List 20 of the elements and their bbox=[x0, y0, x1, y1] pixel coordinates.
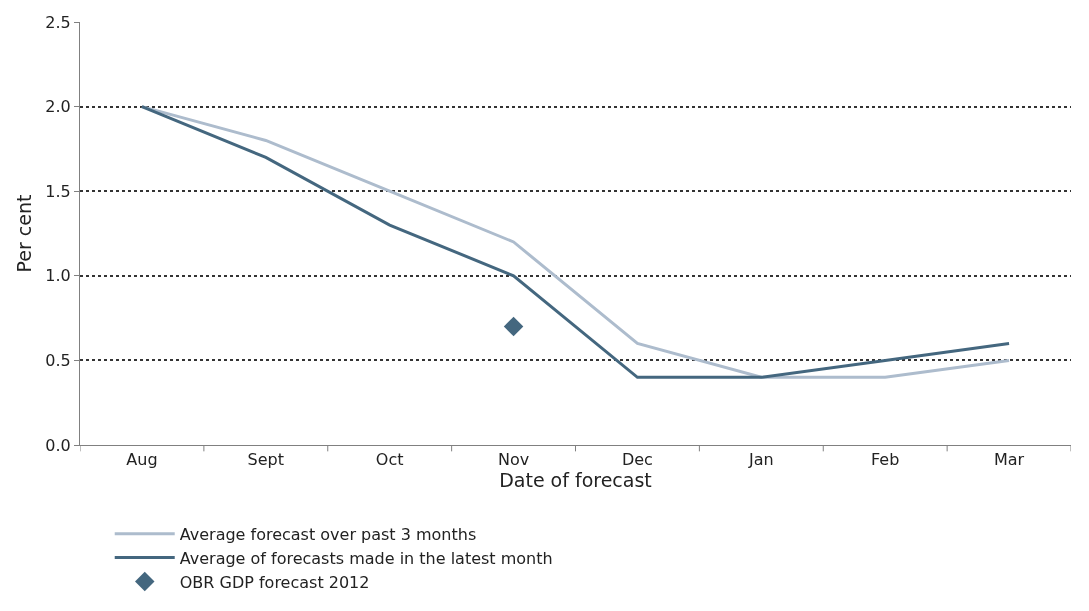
y-tick-label: 0.5 bbox=[45, 351, 71, 370]
legend-label: Average of forecasts made in the latest month bbox=[179, 548, 553, 568]
y-axis-title: Per cent bbox=[13, 194, 36, 273]
x-tick-label: Oct bbox=[375, 450, 404, 470]
x-tick-label: Mar bbox=[993, 450, 1025, 470]
legend-label: Average forecast over past 3 months bbox=[179, 525, 477, 545]
x-tick-label: Nov bbox=[497, 450, 530, 470]
x-tick-label: Jan bbox=[747, 450, 774, 470]
x-axis-title: Date of forecast bbox=[499, 469, 652, 492]
x-tick-label: Dec bbox=[621, 450, 653, 470]
line-series bbox=[140, 105, 1011, 379]
y-tick-label: 1.5 bbox=[45, 181, 71, 201]
x-tick-label: Feb bbox=[871, 450, 900, 470]
y-tick-label: 2.5 bbox=[45, 12, 71, 32]
y-tick-label: 1.0 bbox=[45, 266, 71, 286]
x-tick-label: Aug bbox=[126, 450, 158, 470]
x-tick-label: Sept bbox=[247, 450, 285, 470]
y-tick-label: 2.0 bbox=[45, 97, 71, 117]
legend-label: OBR GDP forecast 2012 bbox=[179, 572, 370, 592]
y-tick-label: 0.0 bbox=[45, 435, 71, 455]
